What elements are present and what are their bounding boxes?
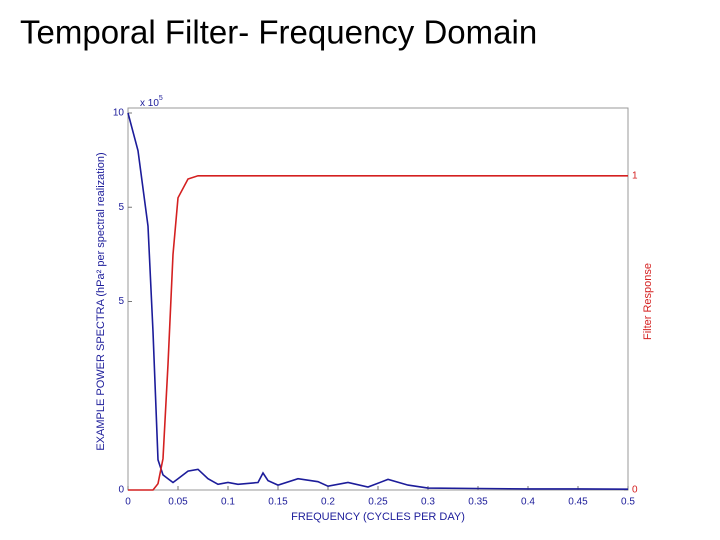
y-exponent-power: 5 bbox=[159, 95, 163, 102]
y-tick-label: 5 bbox=[118, 202, 124, 213]
x-tick-label: 0.45 bbox=[568, 497, 588, 508]
x-tick-label: 0.2 bbox=[321, 497, 335, 508]
x-tick-label: 0.05 bbox=[168, 497, 188, 508]
y-tick-label: 10 bbox=[113, 108, 125, 119]
slide-title: Temporal Filter- Frequency Domain bbox=[20, 14, 537, 51]
x-tick-label: 0.3 bbox=[421, 497, 435, 508]
series-line bbox=[127, 112, 629, 490]
x-tick-label: 0.5 bbox=[621, 497, 635, 508]
y-exponent: x 105 bbox=[140, 95, 163, 109]
series-line bbox=[128, 175, 628, 491]
y-axis-label: EXAMPLE POWER SPECTRA (hPa² per spectral… bbox=[95, 152, 107, 450]
x-tick-label: 0.35 bbox=[468, 497, 488, 508]
x-tick-label: 0.15 bbox=[268, 497, 288, 508]
x-tick-label: 0.4 bbox=[521, 497, 535, 508]
y2-tick-label: 1 bbox=[632, 170, 638, 181]
y-exponent-base: x 10 bbox=[140, 98, 159, 109]
x-axis-label: FREQUENCY (CYCLES PER DAY) bbox=[291, 511, 465, 523]
plot-frame bbox=[127, 107, 629, 491]
y2-axis-label: Filter Response bbox=[642, 263, 654, 340]
x-tick-label: 0.1 bbox=[221, 497, 235, 508]
y-tick-label: 0 bbox=[118, 485, 124, 496]
y-tick-label: 5 bbox=[118, 296, 124, 307]
y2-tick-label: 0 bbox=[632, 485, 638, 496]
x-tick-label: 0.25 bbox=[368, 497, 388, 508]
x-tick-label: 0 bbox=[125, 497, 131, 508]
